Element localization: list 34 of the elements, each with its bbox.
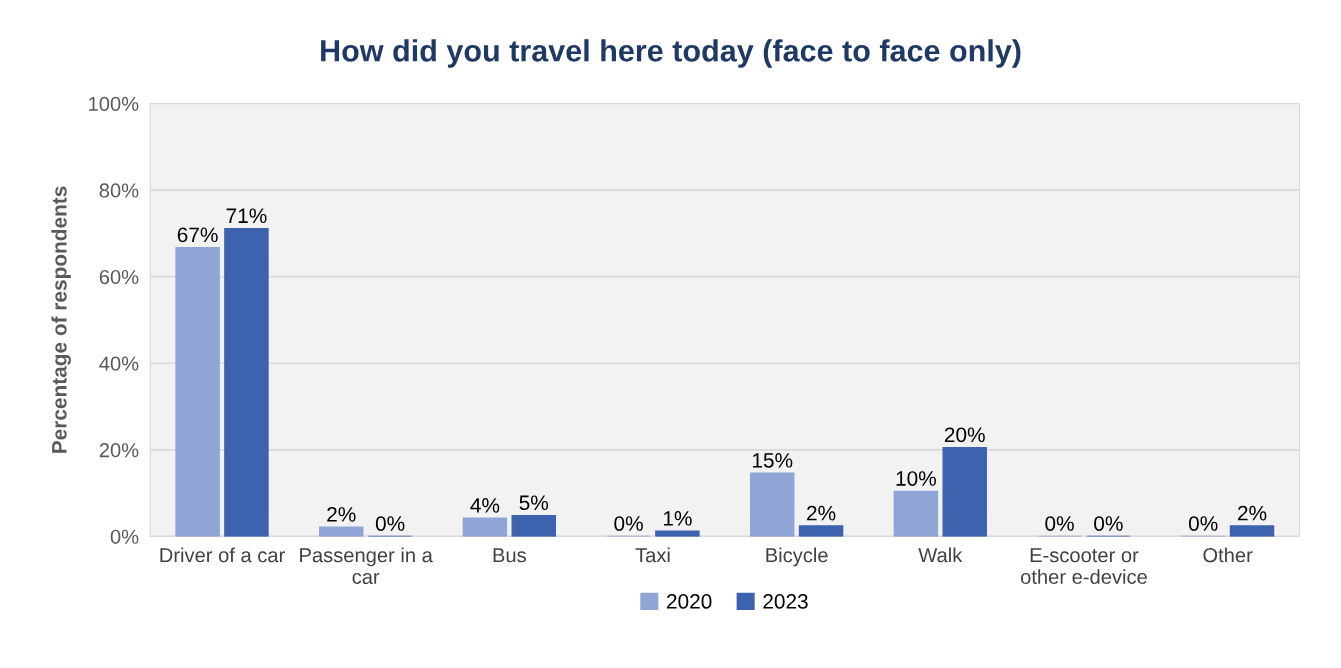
data-label: 0% <box>1094 516 1123 531</box>
data-label: 15% <box>752 453 793 468</box>
y-tick-label: 80% <box>99 183 139 198</box>
legend-label: 2020 <box>667 594 712 609</box>
legend-label: 2023 <box>763 594 808 609</box>
y-axis-title: Percentage of respondents <box>51 186 71 453</box>
data-label: 0% <box>614 516 643 531</box>
y-tick-label: 100% <box>89 96 139 112</box>
y-tick-label: 40% <box>99 356 139 371</box>
data-label: 67% <box>177 227 218 243</box>
data-label: 4% <box>470 498 500 513</box>
data-label: 71% <box>226 208 267 224</box>
x-tick-label: Passenger in a car <box>300 547 433 584</box>
data-label: 0% <box>375 516 405 531</box>
y-tick-label: 60% <box>99 269 139 285</box>
x-tick-label: Driver of a car <box>160 547 285 563</box>
x-tick-label: Bus <box>493 548 526 563</box>
data-label: 0% <box>1045 516 1074 531</box>
x-tick-label: Taxi <box>635 547 670 563</box>
y-tick-label: 20% <box>99 443 139 458</box>
data-label: 2% <box>807 505 836 521</box>
x-tick-label: Other <box>1203 547 1253 563</box>
x-tick-label: Bicycle <box>766 547 828 567</box>
data-label: 2% <box>327 507 356 522</box>
x-tick-label: Walk <box>918 547 963 563</box>
chart-title: How did you travel here today (face to face only) <box>321 39 1021 68</box>
data-label: 10% <box>896 471 936 486</box>
data-label: 20% <box>944 427 985 443</box>
data-label: 1% <box>663 511 692 526</box>
y-tick-label: 0% <box>110 529 139 544</box>
data-label: 5% <box>519 495 549 511</box>
x-tick-label: E-scooter or other e-device <box>1020 548 1147 584</box>
data-label: 0% <box>1188 516 1218 531</box>
data-label: 2% <box>1238 505 1267 521</box>
